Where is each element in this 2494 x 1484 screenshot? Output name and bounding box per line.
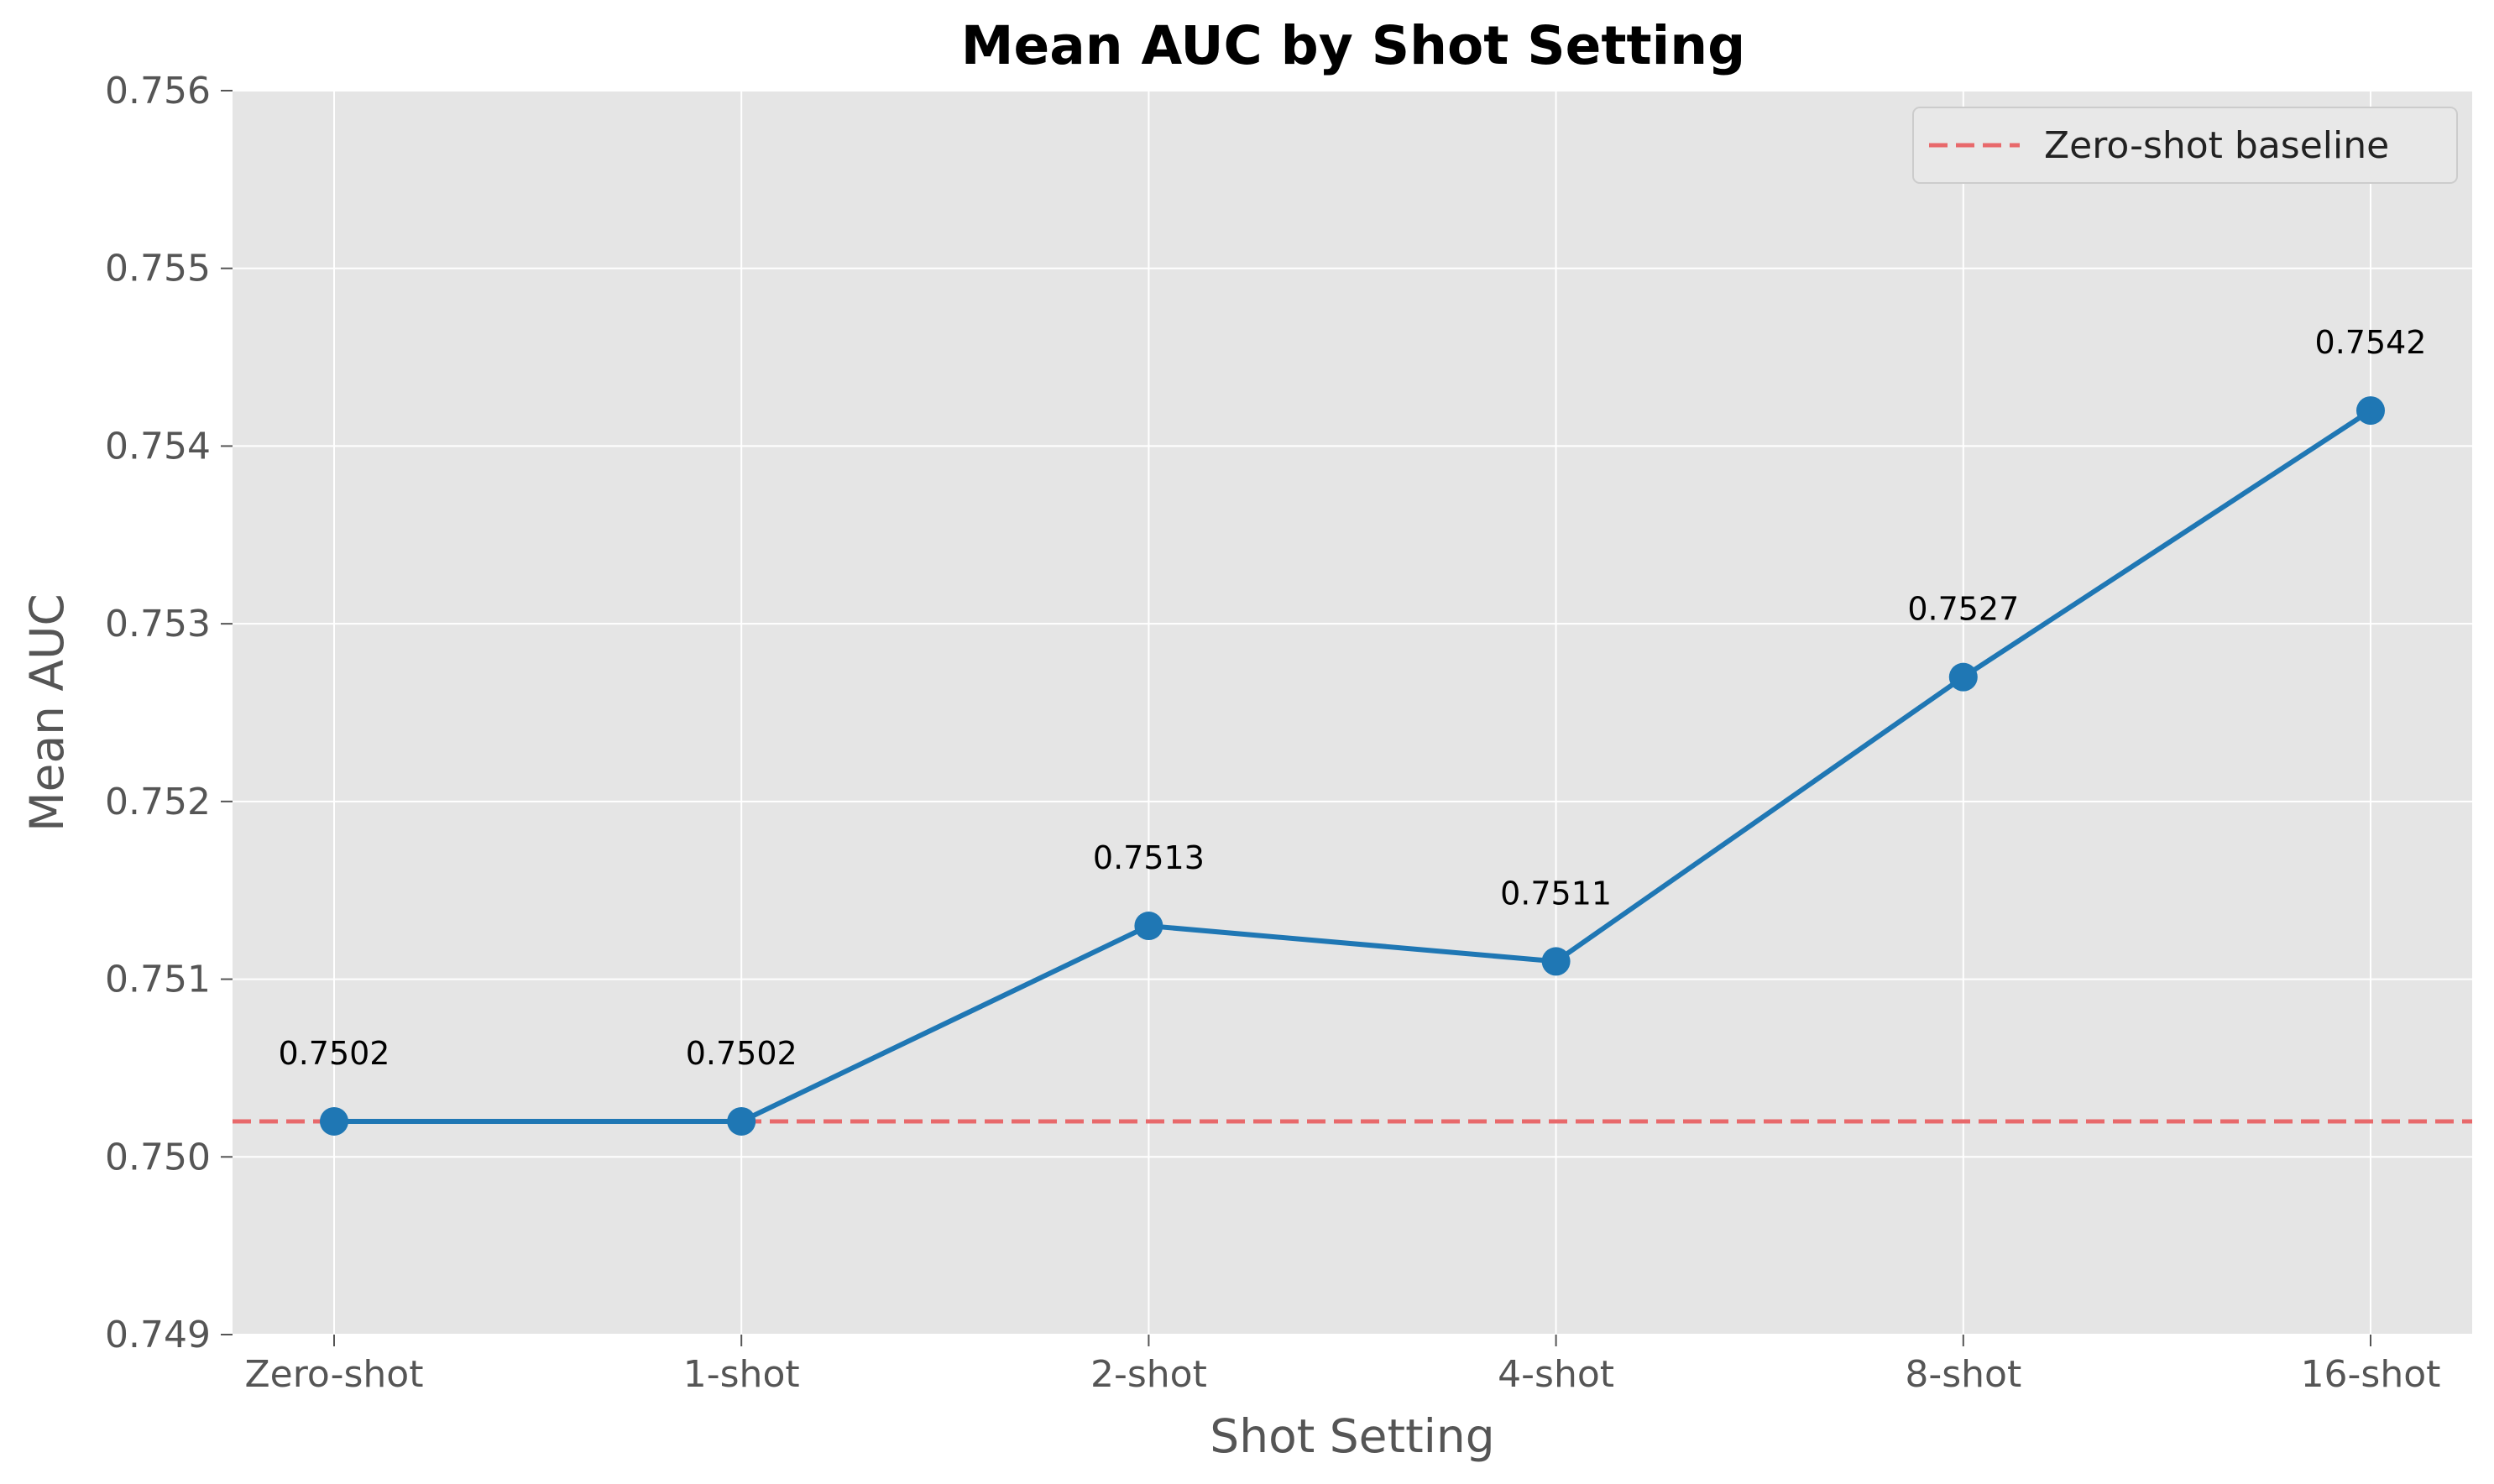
data-label: 0.7513 <box>1093 839 1205 876</box>
grid-lines <box>233 90 2472 1335</box>
chart-title: Mean AUC by Shot Setting <box>961 15 1745 76</box>
data-point <box>1134 912 1163 941</box>
series-line <box>334 408 2372 1124</box>
plot-area <box>233 91 2472 1335</box>
data-point <box>2356 396 2385 426</box>
data-label: 0.7502 <box>686 1035 797 1072</box>
y-tick-label: 0.749 <box>105 1314 211 1356</box>
legend-box <box>1912 107 2458 184</box>
x-tick-label: 8-shot <box>1905 1353 2021 1396</box>
x-tick-label: 16-shot <box>2301 1353 2441 1396</box>
data-label: 0.7502 <box>279 1035 390 1072</box>
y-tick-label: 0.753 <box>105 603 211 645</box>
data-point <box>1948 662 1978 692</box>
y-tick-label: 0.754 <box>105 425 211 468</box>
data-point <box>1541 947 1571 976</box>
y-axis-label: Mean AUC <box>20 593 74 832</box>
data-label: 0.7511 <box>1500 875 1612 912</box>
y-tick-label: 0.750 <box>105 1136 211 1178</box>
y-axis: 0.749 0.750 0.751 0.752 0.753 0.754 0.755 0.756 <box>105 70 233 1356</box>
x-axis-label: Shot Setting <box>1210 1409 1494 1463</box>
y-tick-label: 0.755 <box>105 248 211 290</box>
legend-baseline-label: Zero-shot baseline <box>2044 124 2389 167</box>
x-tick-label: 4-shot <box>1498 1353 1614 1396</box>
data-label: 0.7527 <box>1907 591 2019 628</box>
legend: Zero-shot baseline <box>1912 107 2458 184</box>
data-labels: 0.7502 0.7502 0.7513 0.7511 0.7527 0.7542 <box>279 324 2427 1072</box>
x-tick-label: 1-shot <box>683 1353 800 1396</box>
x-axis: Zero-shot 1-shot 2-shot 4-shot 8-shot 16-shot <box>245 1335 2441 1396</box>
x-tick-label: Zero-shot <box>245 1353 424 1396</box>
y-tick-label: 0.752 <box>105 781 211 823</box>
data-label: 0.7542 <box>2315 324 2427 361</box>
data-point <box>320 1106 348 1136</box>
y-tick-label: 0.756 <box>105 70 211 112</box>
y-tick-label: 0.751 <box>105 959 211 1001</box>
data-points <box>320 396 2385 1136</box>
data-point <box>727 1106 756 1136</box>
x-tick-label: 2-shot <box>1090 1353 1207 1396</box>
